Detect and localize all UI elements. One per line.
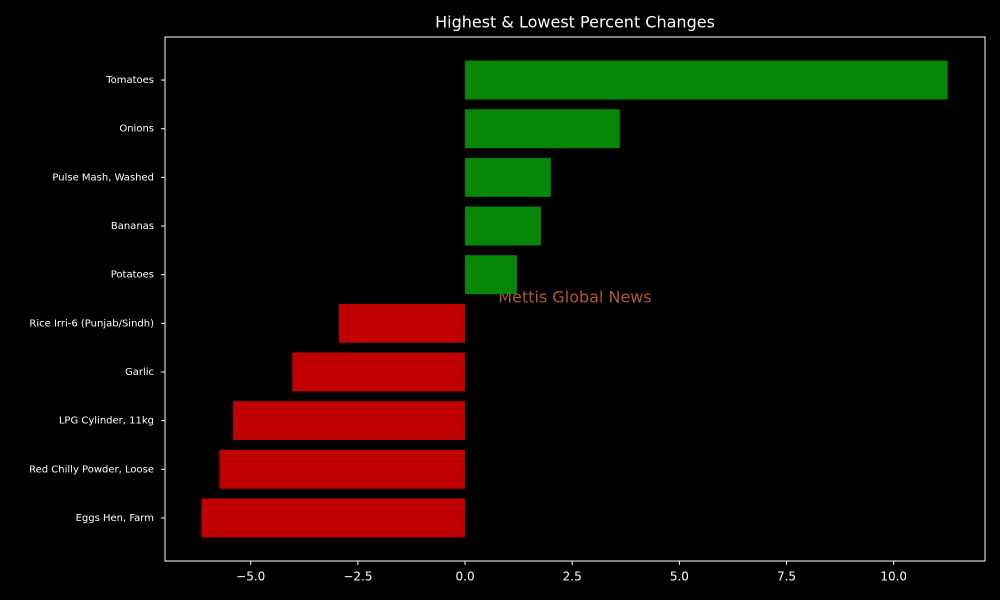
y-tick-label: Potatoes (111, 270, 154, 281)
bar (465, 60, 948, 100)
y-tick-label: Red Chilly Powder, Loose (29, 464, 154, 475)
y-tick-label: Tomatoes (105, 75, 154, 86)
bar (465, 157, 551, 197)
y-tick-label: Rice Irri-6 (Punjab/Sindh) (29, 318, 154, 329)
bar (465, 109, 620, 149)
bar (233, 401, 466, 441)
x-tick-label: 7.5 (777, 570, 796, 584)
x-tick-label: 5.0 (670, 570, 689, 584)
bar (201, 498, 466, 538)
y-tick-label: Bananas (111, 221, 154, 232)
plot-frame (164, 36, 986, 562)
x-tick-label: −5.0 (236, 570, 265, 584)
x-tick-label: 2.5 (563, 570, 582, 584)
bar (465, 206, 541, 246)
y-tick-label: Onions (119, 124, 154, 135)
y-tick-label: LPG Cylinder, 11kg (59, 416, 154, 427)
y-tick-label: Garlic (125, 367, 154, 378)
x-tick-label: −2.5 (343, 570, 372, 584)
x-tick-label: 0.0 (456, 570, 475, 584)
y-tick-label: Pulse Mash, Washed (52, 172, 154, 183)
y-tick-label: Eggs Hen, Farm (76, 513, 154, 524)
x-tick-label: 10.0 (880, 570, 907, 584)
watermark: Mettis Global News (498, 288, 651, 307)
bar (465, 255, 517, 295)
bar (292, 352, 466, 392)
chart-title: Highest & Lowest Percent Changes (435, 13, 715, 32)
bar (339, 303, 466, 343)
bar (219, 449, 466, 489)
